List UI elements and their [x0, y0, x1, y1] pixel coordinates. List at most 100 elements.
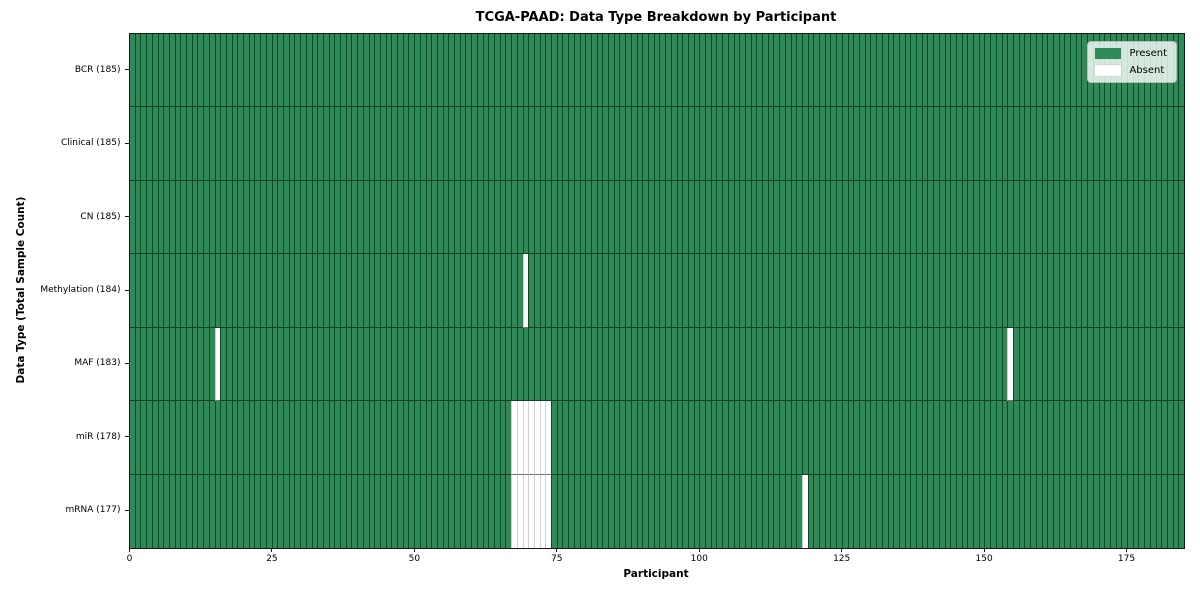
heatmap-cell — [511, 254, 517, 328]
heatmap-cell — [978, 34, 985, 108]
heatmap-cell — [1132, 180, 1139, 255]
heatmap-cell — [864, 34, 871, 108]
heatmap-cell — [670, 107, 677, 181]
heatmap-cell — [140, 474, 147, 548]
heatmap-cell — [488, 180, 494, 255]
heatmap-cell — [647, 327, 654, 402]
heatmap-cell — [545, 254, 552, 328]
heatmap-cell — [944, 401, 951, 475]
heatmap-cell — [351, 34, 358, 108]
heatmap-cell — [499, 401, 506, 475]
heatmap-cell — [436, 474, 443, 548]
heatmap-cell — [442, 327, 449, 402]
heatmap-grid — [130, 34, 1185, 548]
heatmap-cell — [374, 474, 380, 548]
heatmap-cell — [220, 254, 226, 328]
heatmap-cell — [425, 327, 432, 402]
heatmap-cell — [231, 254, 238, 328]
heatmap-cell — [590, 254, 597, 328]
heatmap-cell — [819, 34, 825, 108]
heatmap-cell — [796, 474, 802, 548]
heatmap-cell — [762, 474, 768, 548]
heatmap-cell — [1172, 474, 1179, 548]
heatmap-cell — [448, 474, 455, 548]
heatmap-cell — [1087, 327, 1093, 402]
heatmap-cell — [1041, 254, 1048, 328]
heatmap-cell — [967, 474, 974, 548]
heatmap-cell — [796, 401, 802, 475]
heatmap-cell — [642, 474, 648, 548]
heatmap-cell — [1109, 474, 1116, 548]
heatmap-cell — [494, 401, 500, 475]
heatmap-cell — [533, 34, 540, 108]
heatmap-cell — [847, 327, 854, 402]
heatmap-cell — [859, 107, 865, 181]
heatmap-cell — [824, 327, 831, 402]
heatmap-cell — [636, 474, 643, 548]
heatmap-cell — [830, 327, 837, 402]
heatmap-cell — [419, 254, 426, 328]
heatmap-cell — [551, 180, 557, 255]
heatmap-cell — [973, 180, 979, 255]
heatmap-cell — [294, 254, 301, 328]
heatmap-cell — [784, 474, 791, 548]
heatmap-cell — [881, 107, 888, 181]
heatmap-cell — [1052, 401, 1059, 475]
heatmap-cell — [397, 327, 403, 402]
heatmap-cell — [898, 254, 905, 328]
heatmap-cell — [385, 327, 392, 402]
heatmap-cell — [476, 107, 483, 181]
heatmap-cell — [1047, 34, 1053, 108]
heatmap-cell — [853, 327, 859, 402]
heatmap-cell — [556, 107, 563, 181]
heatmap-cell — [425, 34, 432, 108]
heatmap-cell — [938, 34, 945, 108]
heatmap-cell — [351, 474, 358, 548]
heatmap-cell — [374, 401, 380, 475]
heatmap-cell — [368, 401, 375, 475]
heatmap-cell — [419, 180, 426, 255]
heatmap-cell — [887, 401, 894, 475]
heatmap-cell — [1166, 180, 1173, 255]
heatmap-cell — [944, 254, 951, 328]
heatmap-cell — [870, 254, 877, 328]
heatmap-cell — [585, 254, 591, 328]
heatmap-cell — [402, 180, 409, 255]
heatmap-cell — [516, 34, 523, 108]
heatmap-cell — [927, 474, 934, 548]
heatmap-cell — [910, 34, 917, 108]
heatmap-cell — [1075, 401, 1082, 475]
heatmap-cell — [317, 180, 323, 255]
heatmap-cell — [790, 34, 797, 108]
heatmap-cell — [419, 474, 426, 548]
heatmap-cell — [579, 34, 586, 108]
heatmap-cell — [682, 180, 688, 255]
heatmap-cell — [887, 254, 894, 328]
heatmap-cell — [277, 34, 283, 108]
heatmap-cell — [836, 327, 842, 402]
heatmap-cell — [762, 34, 768, 108]
heatmap-cell — [522, 401, 529, 475]
heatmap-cell — [1144, 180, 1150, 255]
heatmap-cell — [801, 34, 808, 108]
heatmap-cell — [722, 180, 728, 255]
heatmap-cell — [562, 34, 569, 108]
heatmap-cell — [151, 34, 158, 108]
heatmap-cell — [756, 327, 763, 402]
heatmap-cell — [727, 180, 734, 255]
heatmap-cell — [568, 254, 574, 328]
heatmap-cell — [739, 254, 745, 328]
heatmap-cell — [1052, 34, 1059, 108]
heatmap-cell — [767, 34, 774, 108]
heatmap-cell — [294, 107, 301, 181]
heatmap-cell — [186, 254, 192, 328]
heatmap-cell — [990, 474, 996, 548]
heatmap-cell — [1047, 401, 1053, 475]
heatmap-cell — [938, 180, 945, 255]
heatmap-cell — [750, 107, 757, 181]
heatmap-cell — [636, 327, 643, 402]
heatmap-cell — [608, 401, 614, 475]
heatmap-cell — [345, 34, 352, 108]
heatmap-cell — [528, 34, 534, 108]
heatmap-cell — [693, 401, 700, 475]
